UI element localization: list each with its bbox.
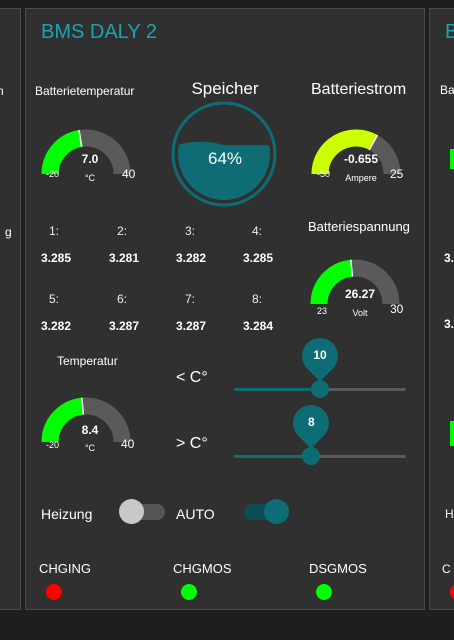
cell-value: 3.285 [40,251,72,265]
right-partial-label: H [445,507,454,521]
right-partial-led [450,584,454,600]
right-partial-gauge-arc [450,421,454,446]
status-label-chging: CHGING [39,561,91,576]
auto-label: AUTO [176,506,215,522]
status-led-chging [46,584,62,600]
temperature-unit: °C [84,443,96,453]
auto-toggle-thumb [264,499,289,524]
battery-current-unit: Ampere [345,173,377,183]
slider-low-thumb[interactable] [311,380,329,398]
slider-high-fill [234,455,312,458]
right-partial-label: 3. [444,317,454,331]
battery-voltage-min: 23 [317,306,328,316]
bms-card: BMS DALY 2 Batterietemperatur 7.0 °C -20… [25,8,425,610]
slider-high-pin-value: 8 [308,415,315,429]
gauge-needle [78,129,83,147]
battery-voltage-gauge [310,259,400,305]
cell-label: 4: [251,224,262,238]
gauge-needle [81,397,85,415]
gauge-needle [350,259,354,277]
gauge-fill [311,129,378,175]
cell-label: 2: [116,224,127,238]
cell-value: 3.284 [242,319,274,333]
battery-temp-unit: °C [84,173,96,183]
battery-current-max: 25 [390,167,404,181]
gauge-fill [41,130,83,175]
right-partial-gauge-arc [450,149,454,169]
temperature-min: -20 [46,440,60,450]
cell-value: 3.285 [242,251,274,265]
battery-temp-max: 40 [122,167,136,181]
auto-toggle[interactable] [244,499,289,524]
battery-temp-value: 7.0 [81,152,99,166]
cell-value: 3.282 [175,251,207,265]
battery-voltage-value: 26.27 [344,287,376,301]
cell-label: 7: [184,292,195,306]
cell-value: 3.287 [108,319,140,333]
status-led-chgmos [181,584,197,600]
status-label-chgmos: CHGMOS [173,561,232,576]
slider-low[interactable]: 10 [234,330,406,398]
storage-wave [178,141,270,152]
cell-value: 3.282 [40,319,72,333]
battery-current-value: -0.655 [343,152,379,166]
left-partial-card: n g [0,8,21,610]
slider-low-label: < C° [176,369,208,386]
temperature-value: 8.4 [81,423,99,437]
status-label-dsgmos: DSGMOS [309,561,367,576]
battery-current-label: Batteriestrom [311,81,407,98]
slider-low-pin-value: 10 [313,348,327,362]
slider-high[interactable]: 8 [234,397,406,465]
left-partial-label: n [0,84,4,98]
cell-value: 3.287 [175,319,207,333]
battery-voltage-label: Batteriespannung [308,219,410,234]
gauge-fill [310,259,353,305]
temperature-label: Temperatur [57,354,118,368]
storage-percent: 64% [207,149,243,168]
cell-label: 1: [48,224,59,238]
heating-toggle-thumb [119,499,144,524]
storage-label: Speicher [191,79,259,98]
slider-high-thumb[interactable] [302,447,321,465]
temperature-gauge [41,397,131,443]
gauge-fill [41,397,84,443]
right-partial-title: B [445,21,454,44]
cell-label: 5: [48,292,59,306]
card-title: BMS DALY 2 [41,21,157,43]
storage-tank [171,101,277,207]
battery-current-min: -50 [317,169,331,179]
cell-label: 8: [251,292,262,306]
gauge-needle [368,134,379,151]
battery-current-gauge [311,129,401,175]
battery-temp-label: Batterietemperatur [35,84,135,98]
cell-label: 3: [184,224,195,238]
battery-temp-gauge [41,129,131,175]
slider-high-label: > C° [176,435,208,452]
battery-temp-min: -20 [46,169,60,179]
battery-voltage-unit: Volt [352,308,368,318]
heating-toggle[interactable] [119,499,165,524]
left-partial-label: g [5,225,12,239]
right-partial-label: 3. [444,251,454,265]
cell-value: 3.281 [108,251,140,265]
battery-voltage-max: 30 [390,302,404,316]
heating-label: Heizung [41,506,93,522]
slider-low-fill [234,388,320,391]
right-partial-label: C [442,562,451,576]
cell-label: 6: [116,292,127,306]
temperature-max: 40 [121,437,135,451]
status-led-dsgmos [316,584,332,600]
right-partial-card: B Ba 3. 3. H C [429,8,454,610]
right-partial-label: Ba [440,83,454,97]
